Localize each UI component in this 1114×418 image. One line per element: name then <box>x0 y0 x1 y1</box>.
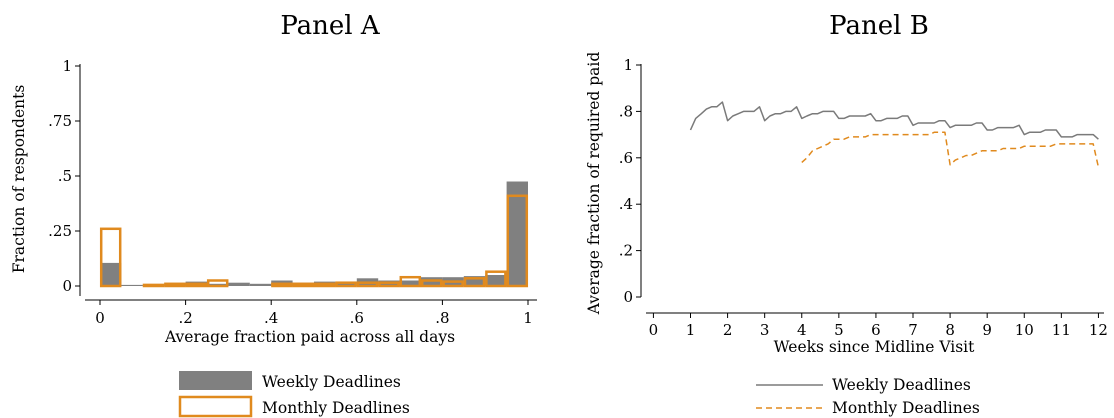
bar-monthly-16 <box>442 280 464 288</box>
panel-a-ytick-label-3: .75 <box>48 112 72 130</box>
panel-a-xtick-label-0: 0 <box>95 309 105 327</box>
legend-label-monthly-b: Monthly Deadlines <box>832 399 980 417</box>
bar-monthly-14 <box>399 275 422 288</box>
panel-a-xtick-label-5: 1 <box>523 309 533 327</box>
panel-b-y-ticks: 0 .2 .4 .6 .8 1 <box>619 56 641 306</box>
panel-b-xtick-label-10: 10 <box>1015 321 1034 339</box>
panel-a-axes <box>79 64 537 301</box>
panel-b-ytick-label-2: .4 <box>619 195 633 213</box>
panel-b-title: Panel B <box>829 11 929 41</box>
panel-b-xtick-label-2: 2 <box>723 321 733 339</box>
panel-b-xtick-label-8: 8 <box>945 321 955 339</box>
panel-b-xtick-label-12: 12 <box>1089 321 1108 339</box>
legend-swatch-monthly-bars <box>178 395 253 418</box>
panel-b-xtick-label-4: 4 <box>797 321 807 339</box>
bar-monthly-9 <box>292 282 315 288</box>
panel-a-xtick-label-4: .8 <box>435 309 449 327</box>
bar-weekly-7 <box>249 283 272 286</box>
panel-b-ytick-label-5: 1 <box>623 56 633 74</box>
panel-b-xtick-label-9: 9 <box>982 321 992 339</box>
bar-weekly-19 <box>506 181 528 286</box>
panel-a-xtick-label-3: .6 <box>350 309 364 327</box>
panel-b-y-label: Average fraction of required paid <box>585 52 603 316</box>
panel-b-legend: Weekly Deadlines Monthly Deadlines <box>756 376 980 417</box>
bar-monthly-13 <box>378 281 400 288</box>
panel-a-ytick-label-1: .25 <box>48 222 72 240</box>
bar-monthly-12 <box>356 281 379 288</box>
panel-b-ytick-label-4: .8 <box>619 102 633 120</box>
bar-monthly-5 <box>206 279 229 288</box>
panel-a-y-label: Fraction of respondents <box>10 85 28 274</box>
legend-label-weekly-a: Weekly Deadlines <box>262 373 401 391</box>
panel-a-xtick-label-1: .2 <box>178 309 192 327</box>
panel-b-xtick-label-0: 0 <box>649 321 659 339</box>
bar-weekly-0 <box>100 262 122 286</box>
panel-a-x-ticks: 0 .2 .4 .6 .8 1 <box>95 300 533 327</box>
panel-b-axes <box>640 64 1104 314</box>
panel-b-xtick-label-3: 3 <box>760 321 770 339</box>
bar-weekly-17 <box>463 276 486 286</box>
panel-b-xtick-label-11: 11 <box>1052 321 1071 339</box>
bar-monthly-0 <box>99 227 122 288</box>
legend-label-weekly-b: Weekly Deadlines <box>832 376 971 394</box>
panel-b-x-ticks: 0 1 2 3 4 5 6 7 8 9 10 11 12 <box>649 313 1108 339</box>
panel-b-xtick-label-1: 1 <box>686 321 696 339</box>
bar-monthly-19 <box>506 194 529 288</box>
panel-b-x-label: Weeks since Midline Visit <box>774 338 975 356</box>
bar-monthly-2 <box>142 283 165 288</box>
panel-a-xtick-label-2: .4 <box>264 309 278 327</box>
panel-a-y-ticks: 0 .25 .5 .75 1 <box>48 57 80 295</box>
panel-b-ytick-label-1: .2 <box>619 242 633 260</box>
bar-monthly-11 <box>335 281 357 288</box>
bar-weekly-1 <box>121 284 143 286</box>
panel-b-ytick-label-0: 0 <box>623 288 633 306</box>
bar-monthly-10 <box>313 282 336 288</box>
legend-swatch-weekly-bars <box>179 371 252 390</box>
bar-weekly-6 <box>228 282 250 286</box>
bar-monthly-3 <box>164 282 186 288</box>
bar-monthly-4 <box>185 282 208 288</box>
panel-a: Panel A 0 .25 .5 .75 1 0 .2 .4 .6 .8 1 Average fr… <box>10 11 537 418</box>
bar-monthly-17 <box>463 277 486 288</box>
bar-weekly-14 <box>399 280 421 286</box>
panel-a-legend: Weekly Deadlines Monthly Deadlines <box>178 371 410 418</box>
legend-label-monthly-a: Monthly Deadlines <box>262 399 410 417</box>
line-monthly-deadlines <box>801 131 1100 168</box>
panel-b: Panel B 0.2.4.6.81 0 1 2 3 4 5 6 7 8 9 10 11 12 Week… <box>585 11 1108 417</box>
panel-a-ytick-label-4: 1 <box>62 57 72 75</box>
panel-b-xtick-label-7: 7 <box>908 321 918 339</box>
line-weekly-deadlines <box>689 101 1099 140</box>
bar-monthly-15 <box>420 279 443 288</box>
panel-a-weekly-bars <box>100 181 528 286</box>
panel-a-x-label: Average fraction paid across all days <box>164 328 455 346</box>
panel-a-title: Panel A <box>280 11 381 41</box>
panel-b-xtick-label-5: 5 <box>834 321 844 339</box>
panel-a-monthly-bars <box>99 194 529 288</box>
panel-b-ytick-label-3: .6 <box>619 149 633 167</box>
panel-a-ytick-label-2: .5 <box>58 167 72 185</box>
panel-b-lines <box>689 101 1100 168</box>
bar-weekly-18 <box>485 275 507 286</box>
bar-monthly-8 <box>271 282 293 288</box>
panel-a-ytick-label-0: 0 <box>62 277 72 295</box>
panel-b-xtick-label-6: 6 <box>871 321 881 339</box>
bar-monthly-18 <box>485 270 507 288</box>
